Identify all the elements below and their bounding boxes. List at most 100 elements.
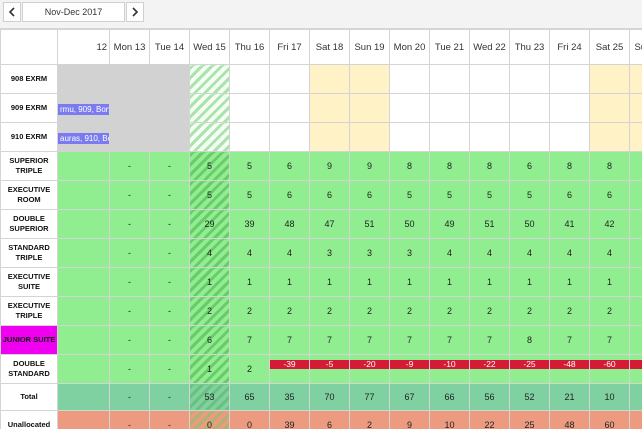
room-day-cell[interactable]: [229, 93, 271, 123]
availability-cell[interactable]: 6: [269, 151, 311, 181]
room-day-cell[interactable]: [56, 64, 111, 94]
prev-period-button[interactable]: [3, 2, 21, 22]
availability-cell[interactable]: [56, 296, 111, 326]
availability-cell[interactable]: 9: [309, 151, 351, 181]
room-day-cell[interactable]: [109, 64, 151, 94]
next-period-button[interactable]: [126, 2, 144, 22]
room-day-cell[interactable]: [309, 93, 351, 123]
availability-cell[interactable]: 8: [629, 325, 642, 355]
availability-cell[interactable]: -10: [429, 354, 471, 384]
availability-cell[interactable]: 60: [589, 410, 631, 429]
availability-cell[interactable]: 2: [629, 296, 642, 326]
room-day-cell[interactable]: [189, 122, 231, 152]
availability-cell[interactable]: 1: [469, 267, 511, 297]
room-day-cell[interactable]: [189, 93, 231, 123]
room-day-cell[interactable]: [149, 64, 191, 94]
availability-cell[interactable]: 5: [469, 180, 511, 210]
availability-cell[interactable]: -: [109, 180, 151, 210]
availability-cell[interactable]: [56, 151, 111, 181]
availability-cell[interactable]: [56, 209, 111, 239]
room-day-cell[interactable]: [349, 122, 391, 152]
availability-cell[interactable]: -60: [589, 354, 631, 384]
date-header[interactable]: Wed 15: [189, 29, 231, 65]
availability-cell[interactable]: 51: [469, 209, 511, 239]
availability-cell[interactable]: [56, 383, 111, 411]
availability-cell[interactable]: -5: [629, 354, 642, 384]
availability-cell[interactable]: 41: [549, 209, 591, 239]
availability-cell[interactable]: 52: [509, 383, 551, 411]
availability-cell[interactable]: 39: [229, 209, 271, 239]
availability-cell[interactable]: 7: [469, 325, 511, 355]
period-label[interactable]: Nov-Dec 2017: [22, 2, 125, 22]
availability-cell[interactable]: 5: [629, 410, 642, 429]
room-day-cell[interactable]: [589, 122, 631, 152]
availability-cell[interactable]: [56, 354, 111, 384]
availability-cell[interactable]: 25: [509, 410, 551, 429]
availability-cell[interactable]: [56, 325, 111, 355]
availability-cell[interactable]: 50: [509, 209, 551, 239]
availability-cell[interactable]: 1: [349, 267, 391, 297]
availability-cell[interactable]: 6: [549, 180, 591, 210]
availability-cell[interactable]: 70: [309, 383, 351, 411]
availability-cell[interactable]: 56: [469, 383, 511, 411]
availability-cell[interactable]: [56, 267, 111, 297]
availability-cell[interactable]: 48: [269, 209, 311, 239]
availability-cell[interactable]: 7: [389, 325, 431, 355]
availability-cell[interactable]: 2: [309, 296, 351, 326]
availability-cell[interactable]: 77: [349, 383, 391, 411]
room-day-cell[interactable]: [429, 64, 471, 94]
availability-cell[interactable]: [56, 180, 111, 210]
availability-cell[interactable]: 4: [189, 238, 231, 268]
availability-cell[interactable]: 8: [509, 325, 551, 355]
room-day-cell[interactable]: [469, 122, 511, 152]
availability-cell[interactable]: 6: [269, 180, 311, 210]
room-day-cell[interactable]: [589, 64, 631, 94]
availability-cell[interactable]: 46: [629, 209, 642, 239]
availability-cell[interactable]: 51: [349, 209, 391, 239]
availability-cell[interactable]: 4: [229, 238, 271, 268]
room-day-cell[interactable]: [589, 93, 631, 123]
availability-cell[interactable]: 1: [309, 267, 351, 297]
availability-cell[interactable]: 10: [589, 383, 631, 411]
availability-cell[interactable]: -: [109, 383, 151, 411]
availability-cell[interactable]: 2: [589, 296, 631, 326]
availability-cell[interactable]: 3: [389, 238, 431, 268]
availability-cell[interactable]: 4: [469, 238, 511, 268]
availability-cell[interactable]: -: [109, 238, 151, 268]
availability-cell[interactable]: 7: [229, 325, 271, 355]
availability-cell[interactable]: -: [109, 267, 151, 297]
availability-cell[interactable]: -22: [469, 354, 511, 384]
availability-cell[interactable]: 6: [629, 180, 642, 210]
availability-cell[interactable]: -: [149, 383, 191, 411]
availability-cell[interactable]: -: [109, 410, 151, 429]
room-day-cell[interactable]: auras, 910, Bond Busines...: [56, 122, 111, 152]
availability-cell[interactable]: [56, 238, 111, 268]
room-day-cell[interactable]: [269, 64, 311, 94]
availability-cell[interactable]: 22: [469, 410, 511, 429]
availability-cell[interactable]: -9: [389, 354, 431, 384]
availability-cell[interactable]: 1: [389, 267, 431, 297]
availability-cell[interactable]: 49: [429, 209, 471, 239]
availability-cell[interactable]: -5: [309, 354, 351, 384]
availability-cell[interactable]: 21: [549, 383, 591, 411]
availability-cell[interactable]: 2: [509, 296, 551, 326]
availability-cell[interactable]: 1: [229, 267, 271, 297]
room-day-cell[interactable]: [149, 93, 191, 123]
room-day-cell[interactable]: [429, 93, 471, 123]
date-header[interactable]: Mon 20: [389, 29, 431, 65]
availability-cell[interactable]: 50: [389, 209, 431, 239]
room-day-cell[interactable]: [269, 122, 311, 152]
availability-cell[interactable]: 5: [389, 180, 431, 210]
availability-cell[interactable]: 8: [389, 151, 431, 181]
availability-cell[interactable]: 4: [549, 238, 591, 268]
availability-cell[interactable]: -: [149, 325, 191, 355]
availability-cell[interactable]: 3: [349, 238, 391, 268]
availability-cell[interactable]: -: [149, 151, 191, 181]
room-day-cell[interactable]: [149, 122, 191, 152]
availability-cell[interactable]: 6: [309, 180, 351, 210]
availability-cell[interactable]: 1: [629, 267, 642, 297]
availability-cell[interactable]: 7: [549, 325, 591, 355]
availability-cell[interactable]: 9: [389, 410, 431, 429]
availability-cell[interactable]: 70: [629, 383, 642, 411]
availability-cell[interactable]: 53: [189, 383, 231, 411]
